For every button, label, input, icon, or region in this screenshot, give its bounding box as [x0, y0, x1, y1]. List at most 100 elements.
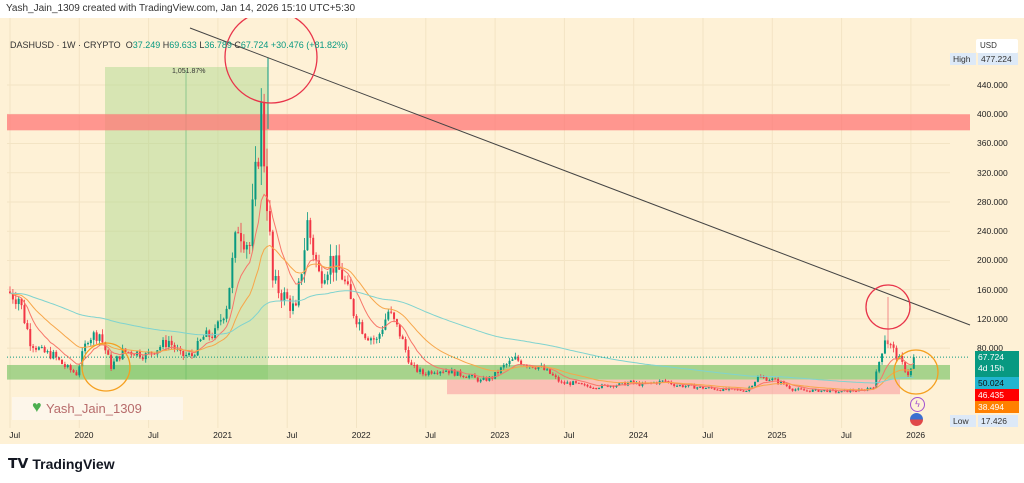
candle-body [29, 329, 32, 347]
candle-body [609, 385, 612, 387]
candle-body [312, 237, 315, 255]
lower-zone [447, 379, 900, 395]
candle-body [768, 380, 771, 382]
symbol-legend: DASHUSD · 1W · CRYPTO O37.249 H69.633 L3… [10, 40, 348, 50]
high-value: 69.633 [169, 40, 197, 50]
candle-body [401, 336, 404, 340]
candle-body [736, 389, 739, 391]
candle-body [710, 387, 713, 389]
change-value: +30.476 (+81.82%) [270, 40, 348, 50]
candle-body [699, 386, 702, 388]
candle-body [499, 367, 502, 374]
candle-body [32, 346, 35, 348]
candle-body [222, 318, 225, 321]
candle-body [624, 382, 627, 386]
candle-body [600, 384, 603, 388]
candle-body [190, 353, 193, 356]
resistance-zone [7, 114, 970, 131]
candle-body [497, 372, 499, 374]
candle-body [687, 384, 690, 387]
candle-body [320, 271, 323, 284]
candle-body [872, 387, 875, 389]
candle-body [629, 380, 632, 383]
candle-body [248, 244, 251, 247]
candle-body [358, 322, 361, 325]
candle-body [814, 389, 817, 391]
candle-body [141, 357, 144, 360]
candle-body [280, 293, 283, 302]
low-label: L [199, 40, 205, 50]
candle-body [485, 377, 488, 381]
candle-body [641, 383, 644, 386]
candle-body [208, 330, 211, 337]
candle-body [534, 367, 537, 369]
candle-body [101, 334, 104, 343]
trend-line [189, 27, 971, 326]
candle-body [823, 389, 826, 391]
candle-body [577, 382, 580, 384]
candle-body [37, 347, 40, 350]
candle-body [837, 392, 840, 394]
candle-body [286, 292, 289, 299]
candle-body [369, 338, 372, 341]
candle-body [40, 347, 43, 349]
candle-body [43, 347, 46, 353]
candle-body [436, 372, 439, 374]
candle-body [817, 389, 820, 392]
candle-body [511, 359, 514, 361]
candle-body [514, 356, 517, 360]
candle-body [756, 376, 759, 382]
candle-body [549, 369, 551, 374]
candle-body [569, 382, 572, 385]
us-flag-icon[interactable] [910, 413, 923, 426]
candle-body [390, 311, 393, 313]
last-price: 67.724 [978, 352, 1004, 362]
time-tick: Jul [425, 430, 436, 440]
candle-body [329, 255, 332, 275]
candle-body [413, 364, 416, 366]
candle-body [364, 333, 367, 339]
candle-body [55, 351, 58, 358]
price-plot[interactable] [0, 18, 1024, 444]
candle-body [355, 315, 358, 325]
candle-body [170, 340, 173, 345]
last-price-tag: 67.724 4d 15h [975, 351, 1019, 377]
candle-body [185, 354, 188, 357]
candle-body [407, 350, 410, 363]
low-price: 17.426 [978, 415, 1018, 427]
candle-body [92, 332, 95, 340]
candle-body [855, 390, 858, 392]
candle-body [889, 344, 892, 346]
author-watermark: ♥ Yash_Jain_1309 [12, 397, 183, 420]
candle-body [159, 346, 162, 351]
candle-body [560, 381, 563, 383]
candle-body [35, 347, 37, 350]
price-tick: 160.000 [977, 284, 1008, 295]
candle-body [586, 384, 589, 387]
highlight-circle-current [893, 349, 939, 395]
candle-body [834, 390, 837, 393]
candle-body [335, 255, 338, 273]
candle-body [349, 284, 352, 300]
time-tick: 2021 [213, 430, 233, 440]
candle-body [107, 350, 110, 355]
lightning-icon[interactable]: ϟ [910, 397, 925, 412]
candle-body [343, 279, 346, 282]
candle-body [696, 387, 699, 389]
currency-button[interactable]: USD [976, 39, 1018, 53]
chart-area[interactable]: DASHUSD · 1W · CRYPTO O37.249 H69.633 L3… [0, 18, 1024, 444]
candle-body [751, 385, 754, 388]
candle-body [788, 386, 791, 389]
candle-body [225, 308, 228, 319]
candle-body [26, 323, 29, 330]
candle-body [231, 257, 234, 288]
candle-body [341, 269, 344, 280]
candle-body [517, 356, 520, 361]
candle-body [410, 362, 413, 365]
tradingview-logo[interactable]: 𝗧𝗩 TradingView [8, 455, 115, 472]
price-tick: 200.000 [977, 255, 1008, 266]
candle-body [883, 340, 886, 354]
candle-body [303, 250, 306, 275]
candle-body [147, 351, 150, 354]
candle-body [667, 381, 670, 383]
